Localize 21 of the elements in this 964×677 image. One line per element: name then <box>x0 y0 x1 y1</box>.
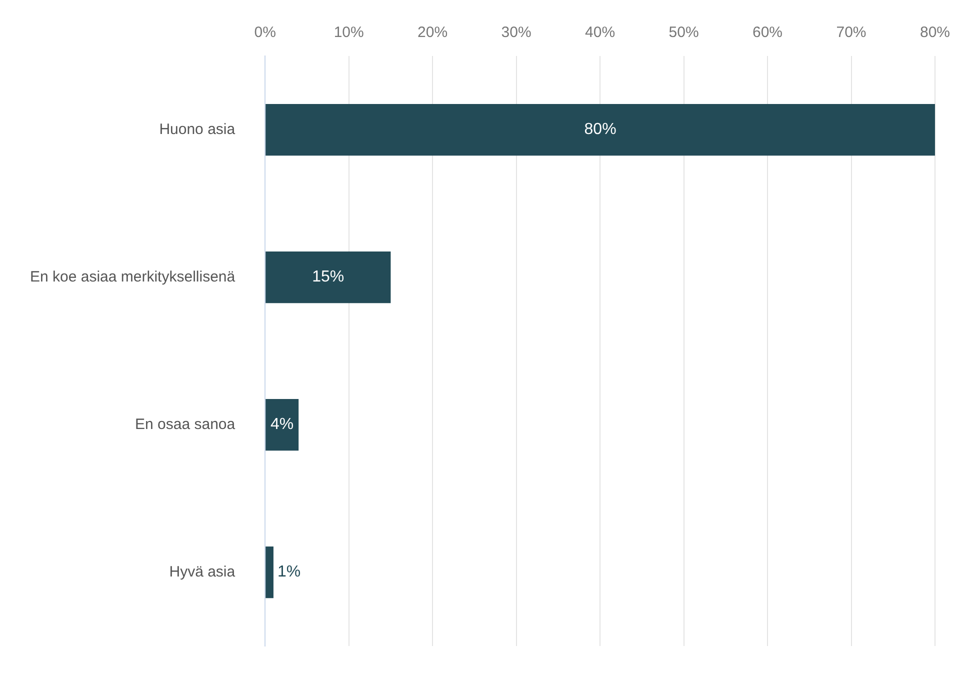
x-tick-label: 50% <box>668 24 699 42</box>
bar <box>266 398 299 451</box>
x-tick-label: 30% <box>501 24 532 42</box>
y-tick-label: Hyvä asia <box>169 563 236 580</box>
bar <box>266 546 274 598</box>
data-label: 80% <box>584 121 616 138</box>
x-tick-label: 80% <box>920 24 950 42</box>
y-tick-label: En koe asiaa merkityksellisenä <box>30 268 236 286</box>
bar <box>266 104 935 156</box>
x-tick-label: 40% <box>585 24 616 42</box>
x-tick-label: 20% <box>418 24 448 42</box>
x-tick-label: 0% <box>254 24 276 42</box>
x-tick-label: 60% <box>752 24 783 42</box>
y-tick-label: Huono asia <box>159 120 236 138</box>
x-tick-label: 70% <box>836 24 866 42</box>
data-label: 4% <box>270 416 294 434</box>
data-label: 1% <box>277 564 301 581</box>
x-tick-label: 10% <box>334 24 364 42</box>
bar <box>266 251 391 304</box>
y-tick-label: En osaa sanoa <box>135 416 236 433</box>
data-label: 15% <box>312 268 344 286</box>
